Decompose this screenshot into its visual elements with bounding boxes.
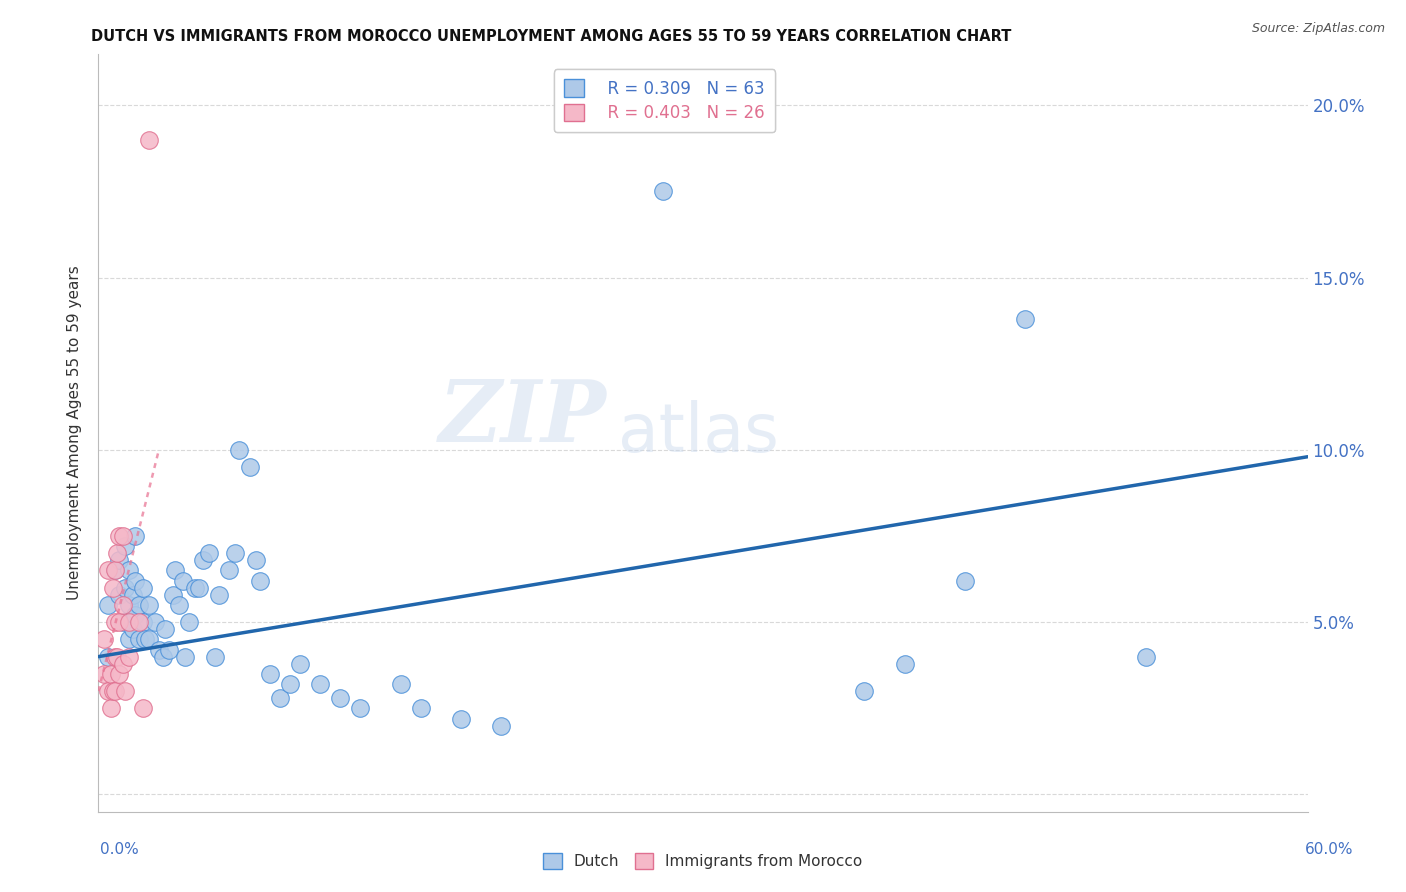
Point [121, 588, 143, 602]
Point [107, 666, 129, 681]
Point [208, 588, 231, 602]
Point [114, 539, 136, 553]
Point [259, 666, 281, 681]
Point [128, 632, 150, 647]
Point [105, 649, 128, 664]
Point [118, 598, 141, 612]
Point [93, 666, 115, 681]
Point [148, 642, 170, 657]
Point [128, 598, 150, 612]
Point [389, 677, 412, 691]
Point [97, 684, 120, 698]
Point [893, 657, 915, 671]
Point [128, 615, 150, 630]
Point [218, 564, 240, 578]
Point [101, 684, 124, 698]
Point [132, 701, 155, 715]
Point [111, 615, 134, 630]
Text: 0.0%: 0.0% [100, 842, 139, 856]
Point [153, 622, 176, 636]
Point [97, 649, 120, 664]
Point [163, 564, 186, 578]
Point [121, 622, 143, 636]
Point [188, 581, 211, 595]
Point [167, 598, 190, 612]
Point [172, 574, 194, 588]
Point [132, 615, 155, 630]
Point [349, 701, 371, 715]
Point [288, 657, 311, 671]
Point [138, 598, 160, 612]
Point [239, 460, 262, 475]
Text: ZIP: ZIP [439, 376, 606, 459]
Point [651, 185, 673, 199]
Point [114, 684, 136, 698]
Point [491, 718, 513, 732]
Point [118, 649, 141, 664]
Point [103, 684, 125, 698]
Point [118, 564, 141, 578]
Point [132, 581, 155, 595]
Point [157, 642, 180, 657]
Point [107, 588, 129, 602]
Point [249, 574, 271, 588]
Point [124, 608, 146, 623]
Point [409, 701, 432, 715]
Point [111, 598, 134, 612]
Point [198, 546, 221, 560]
Point [953, 574, 976, 588]
Point [309, 677, 332, 691]
Point [107, 529, 129, 543]
Point [224, 546, 246, 560]
Point [118, 632, 141, 647]
Point [162, 588, 184, 602]
Point [269, 690, 291, 705]
Point [103, 649, 125, 664]
Point [124, 574, 146, 588]
Y-axis label: Unemployment Among Ages 55 to 59 years: Unemployment Among Ages 55 to 59 years [67, 265, 83, 600]
Point [100, 701, 122, 715]
Point [138, 632, 160, 647]
Point [101, 581, 124, 595]
Legend: Dutch, Immigrants from Morocco: Dutch, Immigrants from Morocco [537, 847, 869, 875]
Point [103, 564, 125, 578]
Point [93, 632, 115, 647]
Point [853, 684, 876, 698]
Point [138, 133, 160, 147]
Point [174, 649, 197, 664]
Point [97, 598, 120, 612]
Point [245, 553, 267, 567]
Text: DUTCH VS IMMIGRANTS FROM MOROCCO UNEMPLOYMENT AMONG AGES 55 TO 59 YEARS CORRELAT: DUTCH VS IMMIGRANTS FROM MOROCCO UNEMPLO… [91, 29, 1012, 44]
Point [100, 666, 122, 681]
Point [105, 546, 128, 560]
Point [111, 657, 134, 671]
Legend:   R = 0.309   N = 63,   R = 0.403   N = 26: R = 0.309 N = 63, R = 0.403 N = 26 [554, 70, 775, 132]
Point [1135, 649, 1157, 664]
Point [179, 615, 201, 630]
Point [228, 442, 250, 457]
Point [107, 615, 129, 630]
Point [450, 712, 472, 726]
Point [97, 564, 120, 578]
Text: Source: ZipAtlas.com: Source: ZipAtlas.com [1251, 22, 1385, 36]
Point [111, 529, 134, 543]
Point [1014, 312, 1036, 326]
Point [152, 649, 174, 664]
Point [124, 529, 146, 543]
Point [204, 649, 226, 664]
Point [107, 553, 129, 567]
Point [193, 553, 215, 567]
Text: atlas: atlas [619, 400, 779, 466]
Point [114, 581, 136, 595]
Point [184, 581, 207, 595]
Text: 60.0%: 60.0% [1305, 842, 1353, 856]
Point [103, 615, 125, 630]
Point [278, 677, 301, 691]
Point [103, 564, 125, 578]
Point [118, 615, 141, 630]
Point [329, 690, 352, 705]
Point [134, 632, 156, 647]
Point [143, 615, 166, 630]
